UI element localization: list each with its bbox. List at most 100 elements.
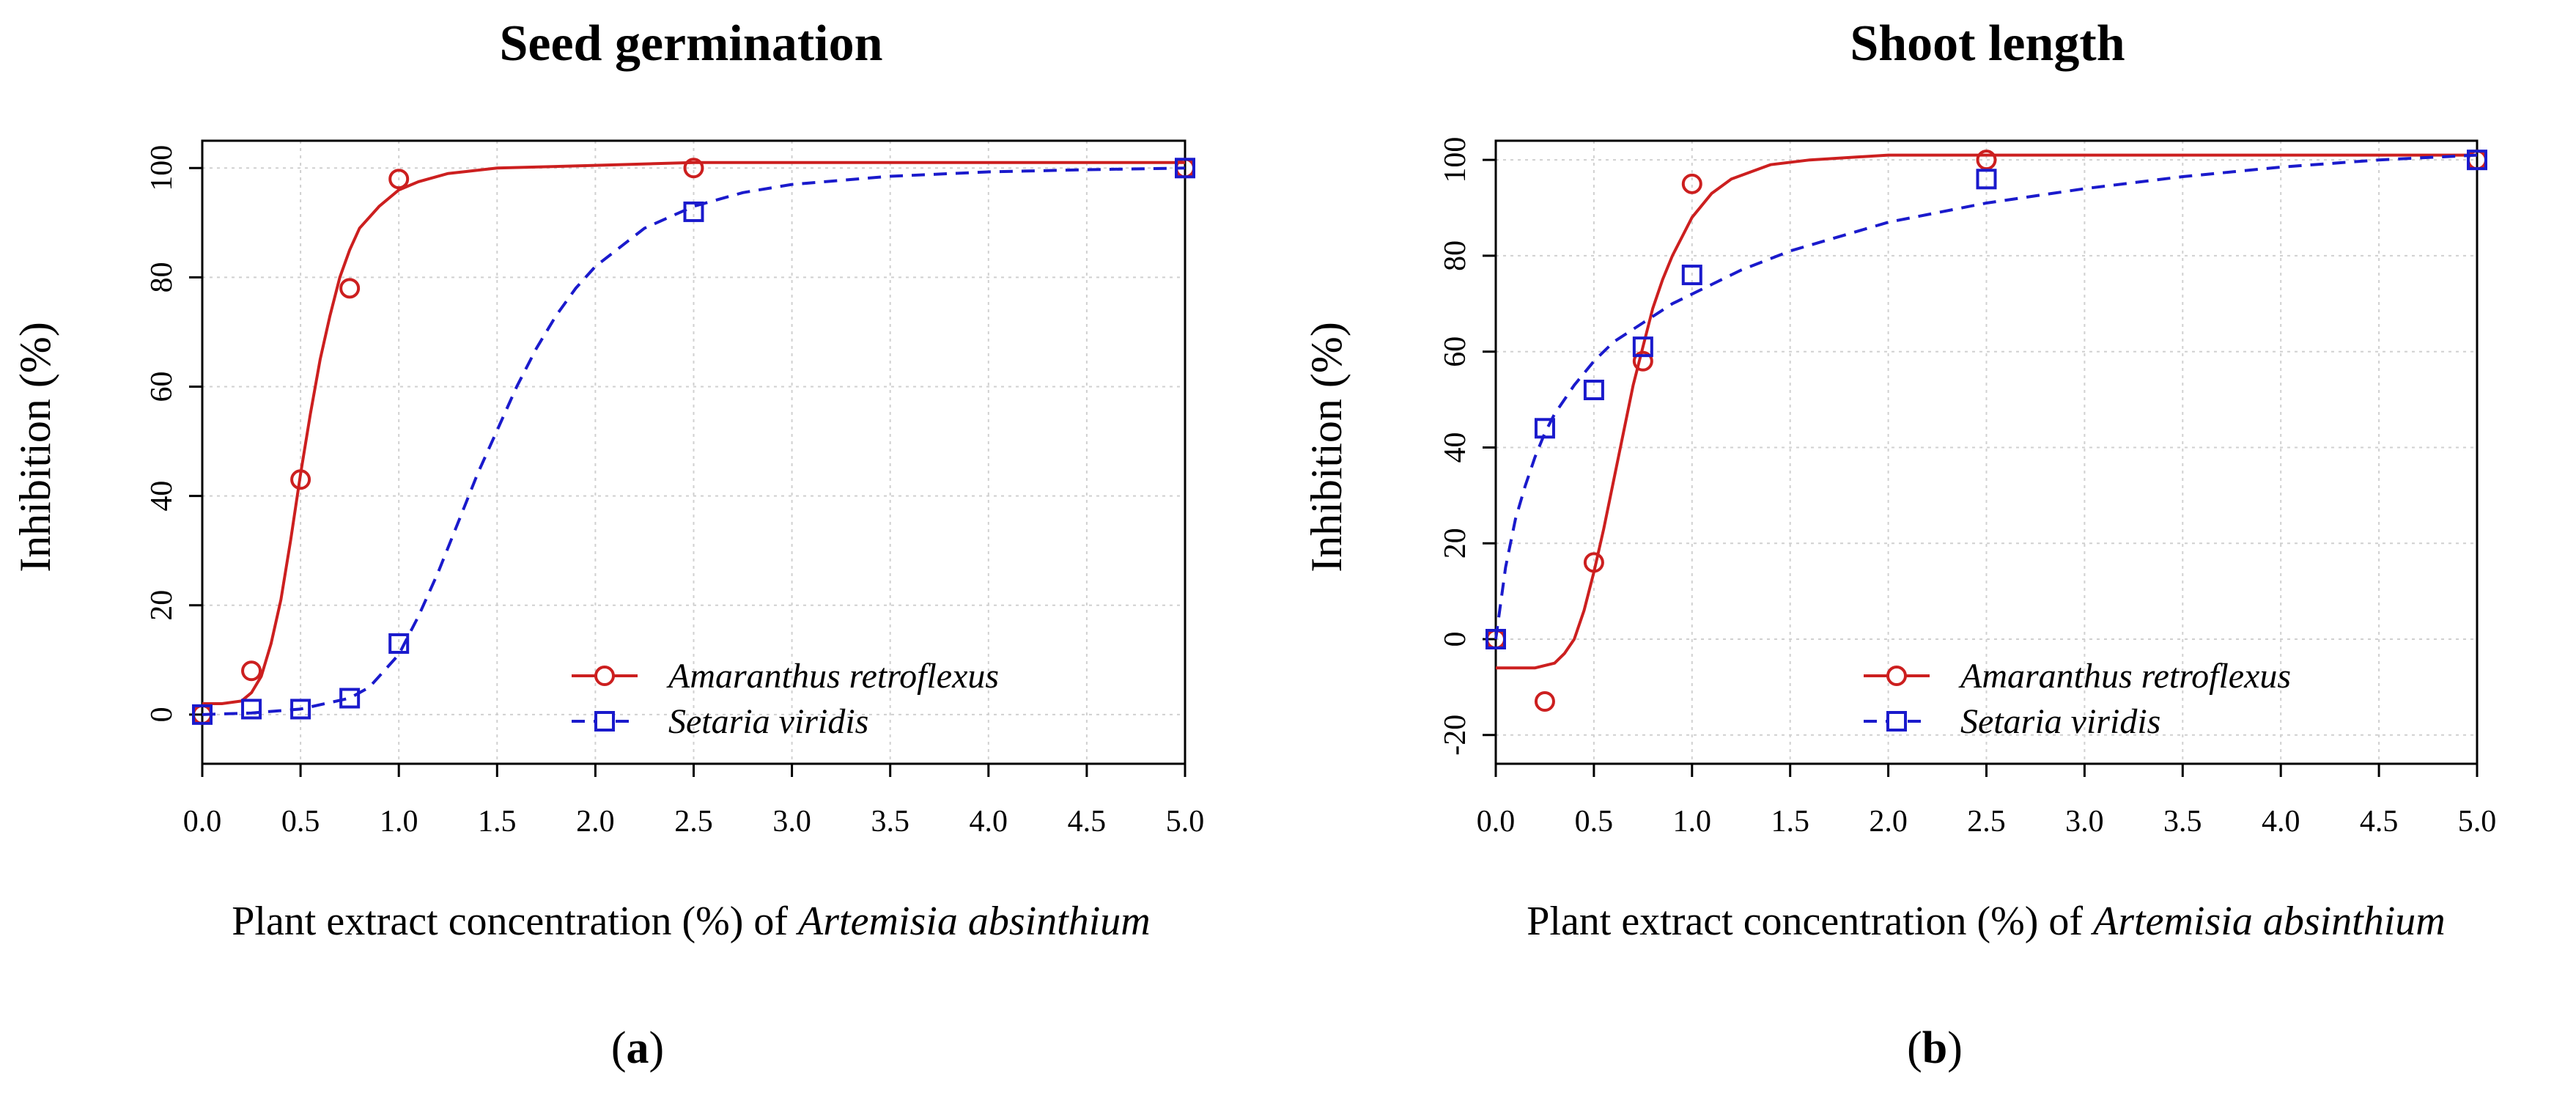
data-point (683, 158, 704, 179)
y-tick-label: 40 (1439, 432, 1472, 463)
x-axis: 0.0 0.5 1.0 1.5 2.0 2.5 3.0 3.5 4.0 4.5 5.0 (183, 764, 1205, 839)
x-tick-label: 5.0 (1166, 805, 1205, 839)
x-axis: 0.0 0.5 1.0 1.5 2.0 2.5 3.0 3.5 4.0 4.5 5.0 (1477, 764, 2497, 839)
data-point (1486, 629, 1506, 649)
legend-marker (1886, 711, 1907, 732)
x-tick-label: 4.0 (970, 805, 1008, 839)
x-tick-label: 0.5 (281, 805, 320, 839)
chart-title: Shoot length (1850, 15, 2125, 72)
y-tick-label: 80 (145, 262, 179, 292)
legend-label: Amaranthus retroflexus (1958, 657, 2291, 696)
y-tick-label: 20 (1439, 528, 1472, 559)
data-point (683, 201, 704, 222)
legend-item: Setaria viridis (572, 702, 868, 741)
y-tick-label: 20 (145, 590, 179, 621)
legend-label: Setaria viridis (1960, 702, 2160, 741)
legend-marker (594, 711, 615, 732)
data-point (1583, 552, 1604, 573)
x-axis-label-species: Artemisia absinthium (2090, 899, 2446, 944)
x-tick-label: 2.0 (1869, 805, 1908, 839)
x-axis-label-prefix: Plant extract concentration (%) of (232, 899, 798, 944)
data-point (388, 169, 410, 190)
panel-label: (a) (611, 1023, 664, 1073)
y-axis: -20 0 20 40 60 80 100 (1439, 137, 1496, 756)
data-point (1681, 173, 1702, 194)
x-tick-label: 2.0 (576, 805, 615, 839)
x-tick-label: 2.5 (1967, 805, 2006, 839)
x-tick-label: 1.0 (1673, 805, 1712, 839)
chart-seed-germination: Seed germination Inhibition (%) Plant ex… (11, 15, 1204, 1073)
x-tick-label: 1.5 (1771, 805, 1809, 839)
fit-line (202, 166, 1186, 716)
series-amaranthus (192, 158, 1195, 725)
x-tick-label: 4.5 (1068, 805, 1107, 839)
x-axis-label: Plant extract concentration (%) of Artem… (1527, 899, 2445, 944)
data-point (388, 633, 410, 654)
data-point (1534, 418, 1555, 439)
data-point (339, 688, 361, 709)
y-axis-label: Inhibition (%) (11, 322, 59, 572)
legend-marker (1886, 666, 1907, 686)
data-point (241, 660, 262, 682)
data-point (290, 699, 311, 720)
y-tick-label: 40 (145, 481, 179, 512)
chart-title: Seed germination (499, 15, 882, 72)
x-tick-label: 2.5 (674, 805, 713, 839)
data-point (192, 704, 213, 725)
data-point (1175, 158, 1195, 179)
x-tick-label: 5.0 (2458, 805, 2497, 839)
legend-marker (594, 666, 615, 686)
y-tick-label: 60 (1439, 336, 1472, 367)
x-tick-label: 0.0 (1477, 805, 1516, 839)
legend-item: Amaranthus retroflexus (572, 657, 999, 696)
data-point (1534, 691, 1555, 712)
x-axis-label: Plant extract concentration (%) of Artem… (232, 899, 1150, 944)
y-tick-label: -20 (1439, 715, 1472, 756)
y-axis-label: Inhibition (%) (1302, 322, 1351, 572)
data-point (290, 469, 311, 490)
data-point (1632, 336, 1653, 358)
legend: Amaranthus retroflexus Setaria viridis (572, 657, 999, 741)
x-tick-label: 3.5 (2163, 805, 2202, 839)
x-tick-label: 1.0 (380, 805, 418, 839)
legend: Amaranthus retroflexus Setaria viridis (1864, 657, 2291, 741)
data-point (241, 699, 262, 720)
fit-line (1494, 153, 2478, 640)
chart-shoot-length: Shoot length Inhibition (%) Plant extrac… (1302, 15, 2496, 1073)
data-point (1583, 380, 1604, 400)
y-tick-label: 80 (1439, 240, 1472, 271)
data-point (1681, 265, 1702, 286)
y-tick-label: 60 (145, 372, 179, 402)
grid (202, 141, 1186, 764)
legend-label: Setaria viridis (668, 702, 868, 741)
y-tick-label: 0 (1439, 632, 1472, 647)
x-tick-label: 4.0 (2262, 805, 2300, 839)
data-point (2467, 150, 2487, 171)
x-tick-label: 3.0 (772, 805, 811, 839)
x-tick-label: 0.0 (183, 805, 222, 839)
x-axis-label-prefix: Plant extract concentration (%) of (1527, 899, 2093, 944)
y-tick-label: 100 (1439, 137, 1472, 183)
legend-item: Setaria viridis (1864, 702, 2160, 741)
y-axis: 0 20 40 60 80 100 (145, 145, 202, 722)
y-tick-label: 100 (145, 145, 179, 191)
fit-line (202, 161, 1185, 705)
x-tick-label: 3.0 (2065, 805, 2104, 839)
data-point (1632, 350, 1653, 372)
x-tick-label: 0.5 (1575, 805, 1614, 839)
legend-item: Amaranthus retroflexus (1864, 657, 2291, 696)
y-tick-label: 0 (145, 707, 179, 722)
data-point (1976, 150, 1997, 171)
panel-letter: b (1922, 1023, 1947, 1073)
x-tick-label: 4.5 (2360, 805, 2399, 839)
legend-label: Amaranthus retroflexus (666, 657, 999, 696)
x-tick-label: 3.5 (871, 805, 909, 839)
data-point (339, 278, 361, 299)
series-setaria (192, 158, 1195, 725)
series-setaria (1486, 150, 2487, 649)
panel-letter: a (627, 1023, 649, 1073)
panel-label: (b) (1907, 1023, 1963, 1073)
x-axis-label-species: Artemisia absinthium (795, 899, 1151, 944)
x-tick-label: 1.5 (478, 805, 517, 839)
